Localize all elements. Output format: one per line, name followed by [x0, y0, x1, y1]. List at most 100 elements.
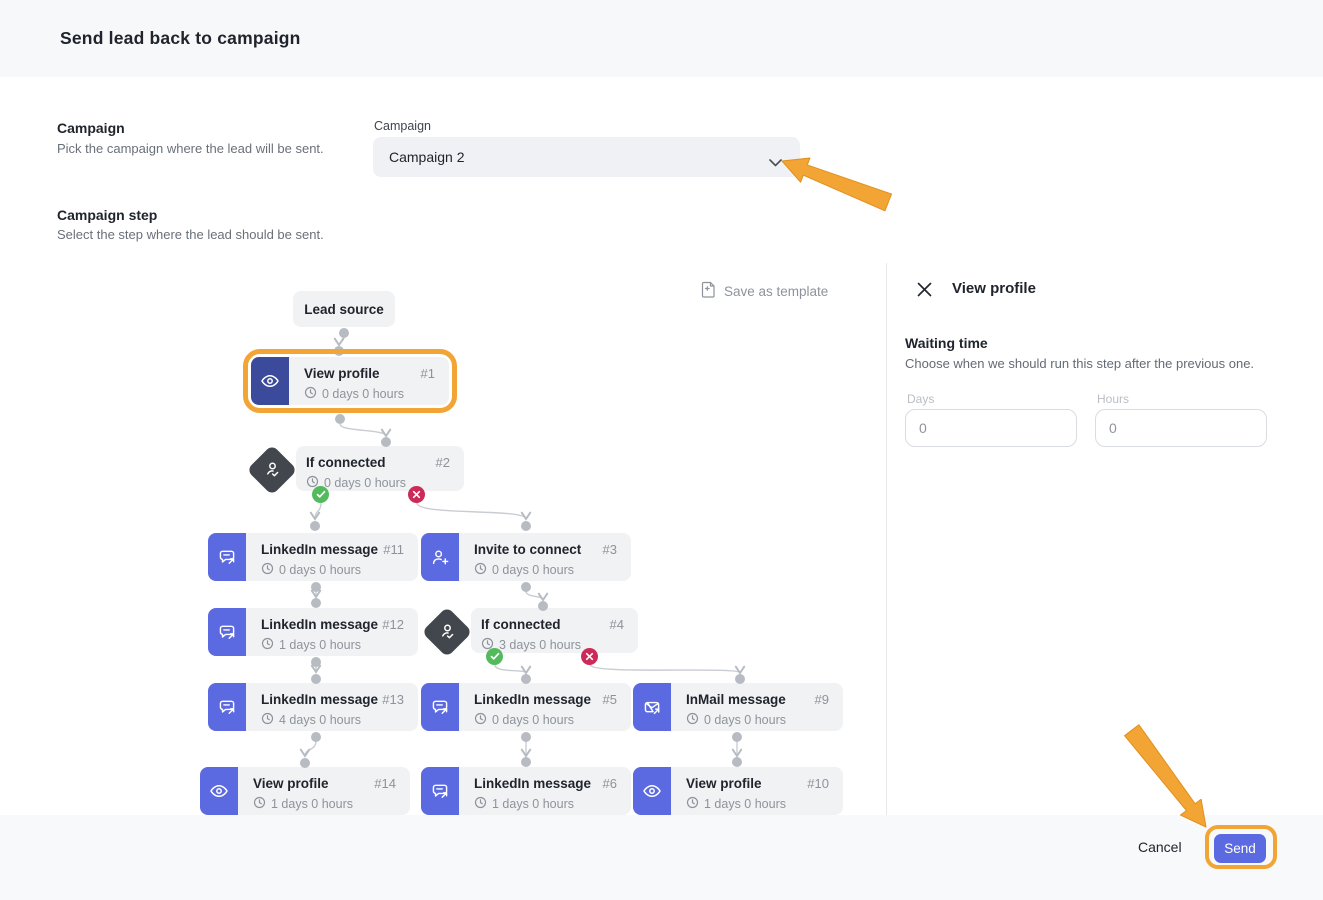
waiting-time-title: Waiting time [905, 335, 988, 351]
node-title: Invite to connect [474, 542, 582, 557]
node-number: #2 [435, 455, 450, 470]
eye-icon [200, 767, 238, 815]
save-as-template-label: Save as template [724, 283, 829, 299]
if-connected-icon [421, 606, 473, 658]
flow-node-if-connected-4[interactable]: If connected #4 3 days 0 hours [471, 608, 638, 653]
clock-icon [481, 637, 494, 653]
node-wait-label: 0 days 0 hours [704, 713, 786, 727]
node-title: InMail message [686, 692, 786, 707]
node-wait-label: 0 days 0 hours [492, 563, 574, 577]
node-title: LinkedIn message [474, 776, 592, 791]
if-connected-icon [246, 444, 298, 496]
modal-header: Send lead back to campaign [0, 0, 1323, 77]
clock-icon [306, 475, 319, 491]
flow-node-linkedin-message-13[interactable]: LinkedIn message #13 4 days 0 hours [208, 683, 418, 731]
clock-icon [261, 562, 274, 578]
linkedin-message-icon [208, 608, 246, 656]
flow-node-lead-source: Lead source [293, 291, 395, 327]
clock-icon [686, 712, 699, 728]
node-number: #10 [807, 776, 829, 791]
flow-node-linkedin-message-12[interactable]: LinkedIn message #12 1 days 0 hours [208, 608, 418, 656]
node-number: #12 [382, 617, 404, 632]
node-number: #11 [383, 542, 404, 557]
flow-node-linkedin-message-11[interactable]: LinkedIn message #11 0 days 0 hours [208, 533, 418, 581]
clock-icon [474, 562, 487, 578]
branch-no-icon [408, 486, 425, 503]
branch-no-icon [581, 648, 598, 665]
node-title: Lead source [304, 301, 384, 317]
node-title: LinkedIn message [261, 617, 379, 632]
panel-divider [886, 263, 887, 815]
flow-node-inmail-message-9[interactable]: InMail message #9 0 days 0 hours [633, 683, 843, 731]
step-section-label: Campaign step [57, 207, 158, 223]
node-number: #5 [602, 692, 617, 707]
clock-icon [474, 796, 487, 812]
clock-icon [261, 637, 274, 653]
page-title: Send lead back to campaign [60, 28, 301, 48]
branch-yes-icon [312, 486, 329, 503]
linkedin-message-icon [208, 683, 246, 731]
days-label: Days [907, 392, 935, 406]
node-wait-label: 0 days 0 hours [492, 713, 574, 727]
flow-node-linkedin-message-5[interactable]: LinkedIn message #5 0 days 0 hours [421, 683, 631, 731]
days-input[interactable] [905, 409, 1077, 447]
node-wait-label: 0 days 0 hours [322, 387, 404, 401]
node-title: View profile [686, 776, 762, 791]
campaign-field-label: Campaign [374, 119, 431, 133]
linkedin-message-icon [421, 683, 459, 731]
branch-yes-icon [486, 648, 503, 665]
save-as-template-button[interactable]: Save as template [701, 281, 828, 301]
node-number: #1 [420, 366, 435, 381]
eye-icon [633, 767, 671, 815]
node-number: #9 [814, 692, 829, 707]
flow-node-view-profile-14[interactable]: View profile #14 1 days 0 hours [200, 767, 410, 815]
node-title: If connected [481, 617, 561, 632]
invite-to-connect-icon [421, 533, 459, 581]
node-title: LinkedIn message [261, 692, 379, 707]
send-button[interactable]: Send [1214, 834, 1266, 863]
campaign-section-description: Pick the campaign where the lead will be… [57, 141, 324, 156]
panel-title: View profile [952, 280, 1036, 297]
file-plus-icon [701, 281, 716, 301]
node-number: #14 [374, 776, 396, 791]
modal-footer: Cancel Send [0, 815, 1323, 900]
flow-node-view-profile-10[interactable]: View profile #10 1 days 0 hours [633, 767, 843, 815]
node-number: #13 [382, 692, 404, 707]
flow-node-linkedin-message-6[interactable]: LinkedIn message #6 1 days 0 hours [421, 767, 631, 815]
campaign-select[interactable]: Campaign 2 [373, 137, 800, 177]
flow-node-if-connected-2[interactable]: If connected #2 0 days 0 hours [296, 446, 464, 491]
node-title: If connected [306, 455, 386, 470]
hours-input[interactable] [1095, 409, 1267, 447]
hours-label: Hours [1097, 392, 1130, 406]
node-title: LinkedIn message [261, 542, 379, 557]
flow-node-invite-to-connect-3[interactable]: Invite to connect #3 0 days 0 hours [421, 533, 631, 581]
step-section-description: Select the step where the lead should be… [57, 227, 324, 242]
node-title: View profile [253, 776, 329, 791]
node-wait-label: 0 days 0 hours [324, 476, 406, 490]
campaign-section-label: Campaign [57, 120, 125, 136]
node-wait-label: 4 days 0 hours [279, 713, 361, 727]
node-wait-label: 1 days 0 hours [704, 797, 786, 811]
clock-icon [253, 796, 266, 812]
close-icon[interactable] [916, 282, 932, 298]
linkedin-message-icon [208, 533, 246, 581]
flow-node-view-profile-1[interactable]: View profile #1 0 days 0 hours [251, 357, 449, 405]
campaign-select-value: Campaign 2 [389, 149, 465, 165]
clock-icon [474, 712, 487, 728]
node-wait-label: 1 days 0 hours [271, 797, 353, 811]
clock-icon [261, 712, 274, 728]
cancel-button[interactable]: Cancel [1138, 839, 1182, 855]
node-wait-label: 0 days 0 hours [279, 563, 361, 577]
clock-icon [304, 386, 317, 402]
node-number: #3 [602, 542, 617, 557]
node-wait-label: 1 days 0 hours [492, 797, 574, 811]
node-wait-label: 3 days 0 hours [499, 638, 581, 652]
node-number: #6 [602, 776, 617, 791]
node-wait-label: 1 days 0 hours [279, 638, 361, 652]
node-title: LinkedIn message [474, 692, 592, 707]
clock-icon [686, 796, 699, 812]
linkedin-message-icon [421, 767, 459, 815]
node-title: View profile [304, 366, 380, 381]
